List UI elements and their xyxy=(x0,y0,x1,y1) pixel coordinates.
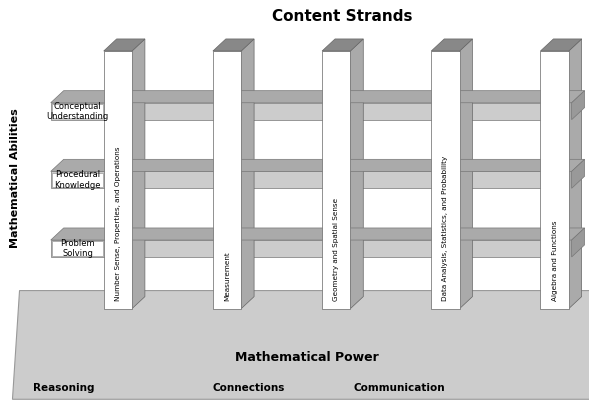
Polygon shape xyxy=(460,39,473,309)
Bar xyxy=(322,51,350,309)
Bar xyxy=(213,51,241,309)
Text: Geometry and Spatial Sense: Geometry and Spatial Sense xyxy=(333,198,339,301)
Text: Communication: Communication xyxy=(354,383,445,393)
Text: Reasoning: Reasoning xyxy=(33,383,94,393)
Text: Data Analysis, Statistics, and Probability: Data Analysis, Statistics, and Probabili… xyxy=(442,156,448,301)
Text: Problem
Solving: Problem Solving xyxy=(60,239,95,258)
Polygon shape xyxy=(241,39,254,309)
Bar xyxy=(53,173,103,187)
Text: Procedural
Knowledge: Procedural Knowledge xyxy=(54,170,101,189)
Polygon shape xyxy=(569,39,582,309)
Text: Measurement: Measurement xyxy=(224,252,230,301)
Polygon shape xyxy=(213,39,254,51)
Bar xyxy=(53,241,103,256)
Polygon shape xyxy=(51,159,585,171)
Polygon shape xyxy=(572,159,585,188)
Bar xyxy=(431,51,460,309)
Polygon shape xyxy=(51,228,585,240)
Polygon shape xyxy=(572,90,585,120)
Polygon shape xyxy=(350,39,363,309)
Text: Conceptual
Understanding: Conceptual Understanding xyxy=(47,101,109,121)
Bar xyxy=(51,103,572,120)
Text: Number Sense, Properties, and Operations: Number Sense, Properties, and Operations xyxy=(115,147,121,301)
Text: Mathematical Abilities: Mathematical Abilities xyxy=(11,108,21,248)
Bar xyxy=(51,240,572,257)
Polygon shape xyxy=(132,39,145,309)
Polygon shape xyxy=(104,39,145,51)
Bar xyxy=(104,51,132,309)
Polygon shape xyxy=(12,290,590,399)
Text: Algebra and Functions: Algebra and Functions xyxy=(552,221,558,301)
Polygon shape xyxy=(51,90,585,103)
Text: Content Strands: Content Strands xyxy=(272,9,412,24)
Bar xyxy=(53,104,103,118)
Polygon shape xyxy=(322,39,363,51)
Polygon shape xyxy=(572,228,585,257)
Text: Connections: Connections xyxy=(212,383,285,393)
Bar xyxy=(540,51,569,309)
Bar xyxy=(51,171,572,188)
Text: Mathematical Power: Mathematical Power xyxy=(235,351,379,364)
Polygon shape xyxy=(431,39,473,51)
Polygon shape xyxy=(540,39,582,51)
